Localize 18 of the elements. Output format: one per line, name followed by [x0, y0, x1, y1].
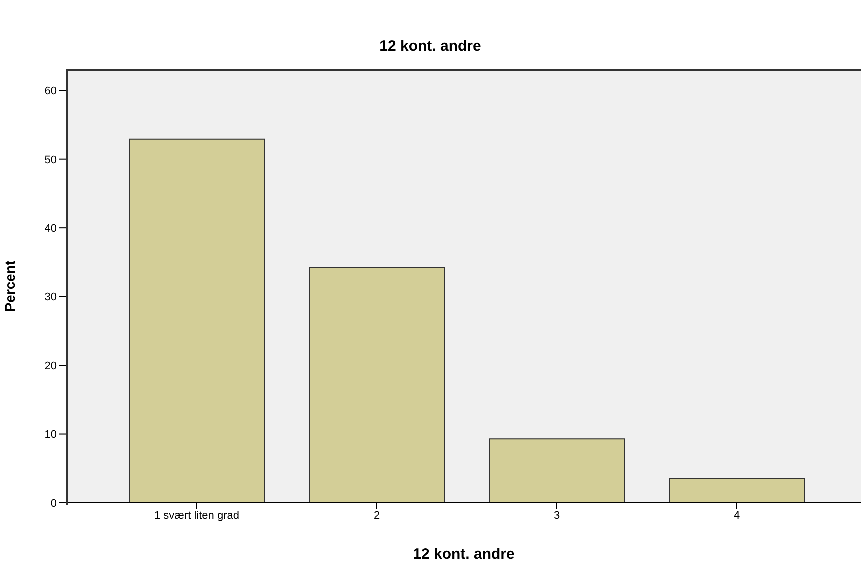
- y-tick-label: 10: [44, 429, 57, 442]
- y-tick-label: 60: [44, 86, 57, 98]
- chart-title: 12 kont. andre: [378, 38, 482, 55]
- y-tick-label: 0: [50, 498, 57, 510]
- y-tick-label: 50: [44, 154, 57, 166]
- y-tick-label: 30: [44, 292, 57, 304]
- bar: [489, 438, 625, 503]
- bar: [309, 267, 445, 503]
- y-tick-label: 20: [44, 360, 57, 372]
- bar: [129, 138, 265, 503]
- x-axis-title: 12 kont. andre: [413, 546, 515, 563]
- x-tick-label: 2: [374, 510, 380, 522]
- x-tick-label: 4: [734, 510, 740, 522]
- x-tick-label: 1 svært liten grad: [154, 510, 240, 522]
- x-tick-label: 3: [554, 510, 560, 522]
- y-axis-title: Percent: [2, 260, 18, 312]
- bar: [669, 478, 805, 503]
- y-tick-label: 40: [44, 222, 57, 235]
